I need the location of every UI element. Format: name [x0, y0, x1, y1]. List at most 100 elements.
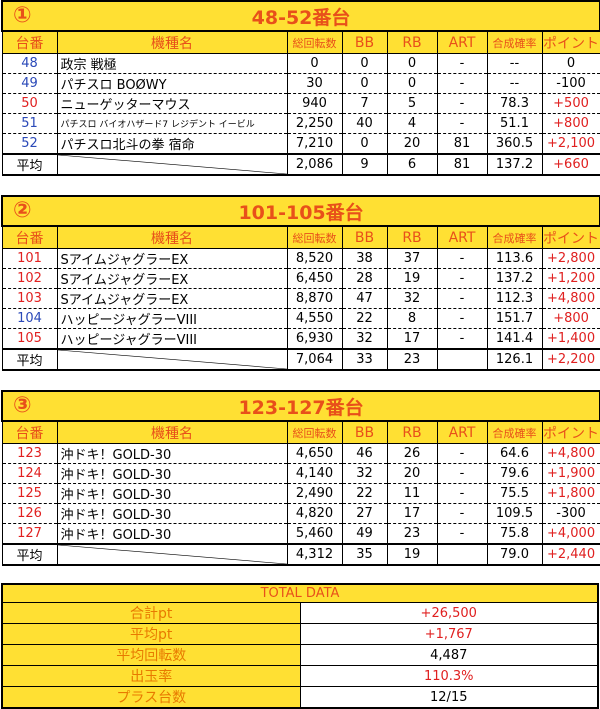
cell-spins: 7,210 [286, 133, 343, 155]
table-row: 102 SアイムジャグラーEX 6,450 28 19-137.2 +1,200 [1, 268, 600, 289]
cell-bb: 0 [341, 53, 388, 74]
machine-number: 51 [1, 113, 58, 134]
machine-name: SアイムジャグラーEX [56, 288, 288, 309]
cell-art: - [436, 483, 488, 504]
cell-art: - [436, 113, 488, 134]
cell-rate: 51.1 [486, 113, 543, 134]
average-pt: +2,440 [541, 543, 600, 566]
machine-number: 102 [1, 268, 58, 289]
average-bb: 9 [341, 153, 388, 176]
cell-rb: 0 [386, 73, 438, 94]
table-row: 127 沖ドキ！GOLD-30 5,460 49 23-75.8 +4,000 [1, 523, 600, 545]
average-rb: 19 [386, 543, 438, 566]
cell-spins: 4,140 [286, 463, 343, 484]
machine-name: パチスロ バイオハザード7 レジデント イービル [56, 113, 288, 134]
cell-spins: 8,870 [286, 288, 343, 309]
cell-rb: 19 [386, 268, 438, 289]
machine-number: 104 [1, 308, 58, 329]
column-header: BB [341, 30, 388, 54]
cell-bb: 27 [341, 503, 388, 524]
machine-name: 沖ドキ！GOLD-30 [56, 443, 288, 464]
cell-rb: 4 [386, 113, 438, 134]
column-header: 合成確率 [486, 420, 543, 444]
cell-spins: 6,930 [286, 328, 343, 350]
machine-name: 沖ドキ！GOLD-30 [56, 483, 288, 504]
machine-number: 123 [1, 443, 58, 464]
column-header: ポイント [541, 225, 600, 249]
cell-spins: 940 [286, 93, 343, 114]
cell-rate: -- [486, 53, 543, 74]
cell-spins: 4,820 [286, 503, 343, 524]
cell-rb: 17 [386, 328, 438, 350]
cell-rate: 75.5 [486, 483, 543, 504]
column-header: ART [436, 30, 488, 54]
section-table: ② 101-105番台 台番 機種名 総回転数 BB RB ART 合成確率 ポイント 101 Sアイ… [0, 195, 600, 371]
section-title-cell: ① 48-52番台 [0, 0, 600, 32]
table-row: 48 政宗 戦極 0 0 0- -- 0 [1, 53, 600, 74]
cell-art: 81 [436, 133, 488, 155]
column-header: RB [386, 225, 438, 249]
section-title: 123-127番台 [238, 396, 364, 419]
cell-rb: 37 [386, 248, 438, 269]
total-label: 平均pt [1, 623, 301, 645]
machine-name: パチスロ北斗の拳 宿命 [56, 133, 288, 155]
cell-spins: 4,650 [286, 443, 343, 464]
section-title-cell: ② 101-105番台 [0, 195, 600, 227]
cell-art: - [436, 73, 488, 94]
column-header: ART [436, 225, 488, 249]
average-art: 81 [436, 153, 488, 176]
cell-pt: +1,200 [541, 268, 600, 289]
average-name-blank [56, 348, 288, 371]
cell-spins: 6,450 [286, 268, 343, 289]
cell-rate: 112.3 [486, 288, 543, 309]
total-label: 平均回転数 [1, 644, 301, 666]
cell-art: - [436, 503, 488, 524]
table-row: 49 パチスロ BOØWY 30 0 0- -- -100 [1, 73, 600, 94]
cell-pt: +500 [541, 93, 600, 114]
machine-name: SアイムジャグラーEX [56, 248, 288, 269]
cell-pt: -300 [541, 503, 600, 524]
column-header: 台番 [1, 420, 58, 444]
machine-name: ハッピージャグラーVIII [56, 308, 288, 329]
cell-bb: 46 [341, 443, 388, 464]
total-label: 合計pt [1, 602, 301, 624]
average-label: 平均 [1, 348, 58, 371]
cell-spins: 8,520 [286, 248, 343, 269]
machine-name: ハッピージャグラーVIII [56, 328, 288, 350]
cell-art: - [436, 523, 488, 545]
cell-rb: 20 [386, 463, 438, 484]
table-row: 52 パチスロ北斗の拳 宿命 7,210 0 20 81 360.5 +2,100 [1, 133, 600, 155]
table-row: 51 パチスロ バイオハザード7 レジデント イービル 2,250 40 4-51.1 +… [1, 113, 600, 134]
machine-number: 103 [1, 288, 58, 309]
machine-name: SアイムジャグラーEX [56, 268, 288, 289]
cell-rb: 8 [386, 308, 438, 329]
total-title: TOTAL DATA [1, 583, 599, 603]
cell-rate: 141.4 [486, 328, 543, 350]
table-row: 104 ハッピージャグラーVIII 4,550 22 8-151.7 +800 [1, 308, 600, 329]
cell-bb: 32 [341, 463, 388, 484]
cell-art: - [436, 463, 488, 484]
cell-pt: -100 [541, 73, 600, 94]
column-header: RB [386, 30, 438, 54]
cell-pt: +800 [541, 308, 600, 329]
table-row: 50 ニューゲッターマウス 940 7 5-78.3 +500 [1, 93, 600, 114]
machine-number: 127 [1, 523, 58, 545]
average-rb: 6 [386, 153, 438, 176]
cell-spins: 0 [286, 53, 343, 74]
average-rate: 79.0 [486, 543, 543, 566]
total-label: プラス台数 [1, 686, 301, 709]
cell-pt: +2,800 [541, 248, 600, 269]
column-header: 機種名 [56, 30, 288, 54]
cell-rate: 78.3 [486, 93, 543, 114]
column-header: 総回転数 [286, 30, 343, 54]
machine-number: 52 [1, 133, 58, 155]
machine-number: 49 [1, 73, 58, 94]
average-spins: 2,086 [286, 153, 343, 176]
average-spins: 4,312 [286, 543, 343, 566]
column-header: 台番 [1, 225, 58, 249]
cell-pt: +4,800 [541, 443, 600, 464]
cell-rate: 151.7 [486, 308, 543, 329]
cell-bb: 38 [341, 248, 388, 269]
cell-art: - [436, 248, 488, 269]
column-header: 総回転数 [286, 225, 343, 249]
